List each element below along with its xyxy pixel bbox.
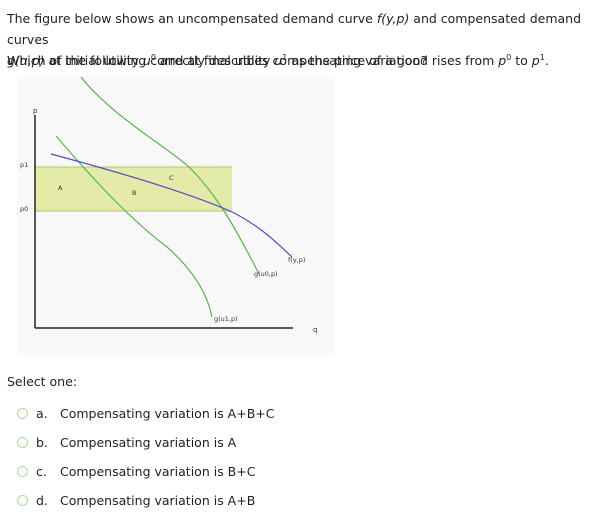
region-a-label: A	[58, 184, 63, 192]
question-text-part: and compensated demand curves	[7, 11, 582, 47]
cv-band-shading	[35, 167, 232, 211]
price-symbol: p	[531, 53, 540, 68]
demand-curves-diagram: p q p1 p0 A B C f(y,p) g(u0,p) g(u1,p)	[17, 77, 334, 355]
answer-options: a. Compensating variation is A+B+C b. Co…	[17, 399, 274, 515]
option-c[interactable]: c. Compensating variation is B+C	[17, 457, 274, 486]
option-text: Compensating variation is A+B+C	[60, 406, 275, 421]
option-d-radio[interactable]	[17, 495, 28, 506]
uncompensated-demand-curve	[50, 153, 293, 258]
p-axis-label: p	[33, 107, 38, 115]
demand-curves-figure: p q p1 p0 A B C f(y,p) g(u0,p) g(u1,p)	[17, 77, 334, 355]
demand-f-label: f(y,p)	[288, 256, 305, 264]
question-text-part: as the price of a good rises from	[287, 53, 499, 68]
region-c-label: C	[169, 174, 174, 182]
utility-symbol: u	[274, 53, 283, 68]
superscript-one: 1	[282, 52, 288, 62]
option-text: Compensating variation is B+C	[60, 464, 256, 479]
option-a-radio[interactable]	[17, 408, 28, 419]
option-b[interactable]: b. Compensating variation is A	[17, 428, 274, 457]
option-letter: b.	[36, 435, 48, 450]
question-text: The figure below shows an uncompensated …	[7, 8, 607, 71]
compensated-function-g: g(u,p)	[7, 53, 45, 68]
utility-symbol: u	[142, 53, 151, 68]
region-b-label: B	[132, 189, 136, 197]
q-axis-label: q	[313, 326, 317, 334]
superscript-zero: 0	[506, 52, 512, 62]
compensated-demand-u1-curve	[55, 135, 213, 318]
option-c-radio[interactable]	[17, 466, 28, 477]
question-text-part: at initial utility	[44, 53, 143, 68]
p0-tick-label: p0	[20, 205, 28, 213]
option-b-radio[interactable]	[17, 437, 28, 448]
demand-function-f: f(y,p)	[376, 11, 410, 26]
select-one-label: Select one:	[7, 374, 78, 389]
option-letter: c.	[36, 464, 47, 479]
p1-tick-label: p1	[20, 161, 28, 169]
figure-background	[17, 77, 334, 355]
compensated-u1-label: g(u1,p)	[214, 315, 238, 323]
option-d[interactable]: d. Compensating variation is A+B	[17, 486, 274, 515]
superscript-zero: 0	[150, 52, 156, 62]
option-letter: a.	[36, 406, 48, 421]
superscript-one: 1	[539, 52, 545, 62]
option-text: Compensating variation is A	[60, 435, 237, 450]
option-letter: d.	[36, 493, 48, 508]
option-text: Compensating variation is A+B	[60, 493, 256, 508]
question-text-part: to	[511, 53, 532, 68]
compensated-demand-u0-curve	[80, 77, 260, 275]
option-a[interactable]: a. Compensating variation is A+B+C	[17, 399, 274, 428]
question-text-part: .	[544, 53, 549, 68]
question-prompt: Which of the following correctly describ…	[7, 53, 428, 68]
compensated-u0-label: g(u0,p)	[254, 270, 278, 278]
question-text-part: and at final utility	[155, 53, 275, 68]
question-text-part: The figure below shows an uncompensated …	[7, 11, 377, 26]
price-symbol: p	[498, 53, 507, 68]
